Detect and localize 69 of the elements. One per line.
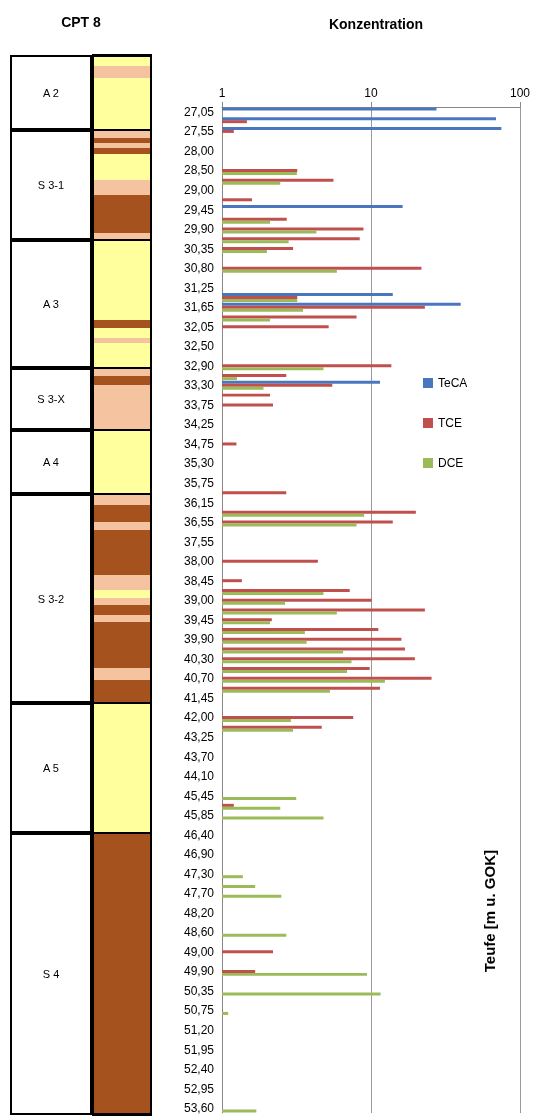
y-tick-label: 32,50: [183, 339, 215, 354]
text: CPT 8: [60, 14, 102, 30]
y-tick-label: 34,75: [183, 436, 215, 451]
y-tick-label: 32,90: [183, 358, 215, 373]
y-tick-label: 39,90: [183, 632, 215, 647]
y-tick-label: 48,60: [183, 925, 215, 940]
x-tick-label: 100: [509, 86, 531, 100]
y-tick-label: 35,30: [183, 456, 215, 471]
y-tick-label: 30,80: [183, 261, 215, 276]
y-tick-label: 53,60: [183, 1101, 215, 1116]
text: S 3-X: [10, 368, 92, 430]
y-tick-label: 50,35: [183, 983, 215, 998]
y-tick-label: 29,00: [183, 183, 215, 198]
text: S 3-2: [10, 494, 92, 703]
text: A 3: [10, 240, 92, 368]
y-tick-label: 43,70: [183, 749, 215, 764]
y-tick-label: 45,85: [183, 808, 215, 823]
y-tick-label: 48,20: [183, 905, 215, 920]
y-tick-label: 40,30: [183, 651, 215, 666]
legend-label: TeCA: [438, 376, 468, 390]
y-tick-label: 50,75: [183, 1003, 215, 1018]
y-tick-label: 27,55: [183, 124, 215, 139]
text: A 2: [10, 55, 92, 130]
text: S 4: [10, 833, 92, 1115]
text: A 4: [10, 430, 92, 494]
chart-title: Konzentration: [328, 16, 424, 32]
y-tick-label: 51,95: [183, 1042, 215, 1057]
y-tick-label: 46,40: [183, 827, 215, 842]
y-tick-label: 49,90: [183, 964, 215, 979]
y-tick-label: 30,35: [183, 241, 215, 256]
y-tick-label: 47,30: [183, 866, 215, 881]
y-tick-label: 29,90: [183, 222, 215, 237]
y-tick-label: 36,55: [183, 515, 215, 530]
x-tick-label: 10: [364, 86, 378, 100]
y-axis-title: Teufe [m u. GOK]: [481, 849, 498, 973]
y-tick-label: 31,25: [183, 280, 215, 295]
y-tick-label: 39,45: [183, 612, 215, 627]
x-tick-label: 1: [218, 86, 226, 100]
y-tick-label: 46,90: [183, 847, 215, 862]
y-tick-label: 32,05: [183, 319, 215, 334]
y-tick-label: 33,75: [183, 397, 215, 412]
text: S 3-1: [10, 130, 92, 240]
y-tick-label: 39,00: [183, 593, 215, 608]
y-tick-label: 45,45: [183, 788, 215, 803]
y-tick-label: 36,15: [183, 495, 215, 510]
y-tick-label: 35,75: [183, 476, 215, 491]
y-tick-label: 28,50: [183, 163, 215, 178]
legend-label: TCE: [438, 416, 462, 430]
y-tick-label: 38,00: [183, 554, 215, 569]
y-tick-label: 31,65: [183, 300, 215, 315]
y-tick-label: 51,20: [183, 1022, 215, 1037]
y-tick-label: 40,70: [183, 671, 215, 686]
y-tick-label: 47,70: [183, 886, 215, 901]
y-tick-label: 49,00: [183, 944, 215, 959]
y-tick-label: 44,10: [183, 769, 215, 784]
y-tick-label: 33,30: [183, 378, 215, 393]
y-tick-label: 43,25: [183, 729, 215, 744]
y-tick-label: 34,25: [183, 417, 215, 432]
y-tick-label: 42,00: [183, 710, 215, 725]
y-tick-label: 52,95: [183, 1081, 215, 1096]
y-tick-label: 28,00: [183, 143, 215, 158]
y-tick-label: 38,45: [183, 573, 215, 588]
y-tick-label: 27,05: [183, 104, 215, 119]
y-tick-label: 52,40: [183, 1062, 215, 1077]
text: A 5: [10, 703, 92, 833]
y-tick-label: 29,45: [183, 202, 215, 217]
y-tick-label: 37,55: [183, 534, 215, 549]
legend-label: DCE: [438, 456, 464, 470]
y-tick-label: 41,45: [183, 690, 215, 705]
